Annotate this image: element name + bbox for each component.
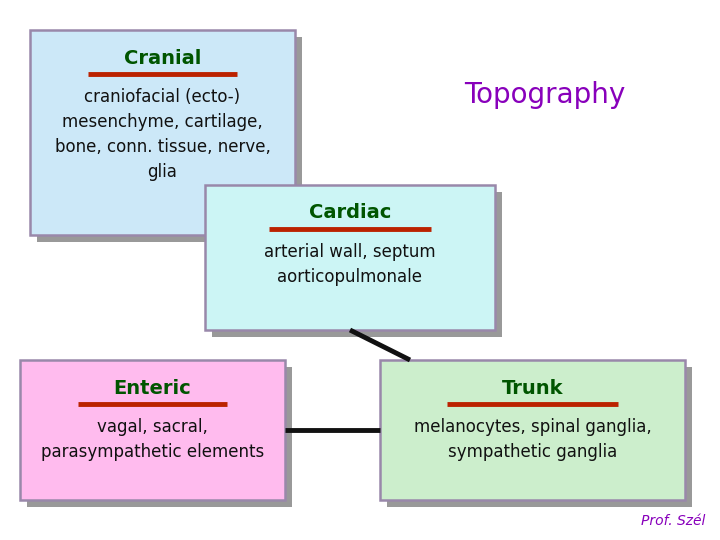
FancyBboxPatch shape [387,367,692,507]
Text: melanocytes, spinal ganglia,
sympathetic ganglia: melanocytes, spinal ganglia, sympathetic… [413,418,652,461]
Text: Cardiac: Cardiac [309,204,391,222]
Text: vagal, sacral,
parasympathetic elements: vagal, sacral, parasympathetic elements [41,418,264,461]
FancyBboxPatch shape [27,367,292,507]
FancyBboxPatch shape [30,30,295,235]
FancyBboxPatch shape [37,37,302,242]
Text: Cranial: Cranial [124,49,201,68]
Text: Topography: Topography [464,81,626,109]
Text: Enteric: Enteric [114,379,192,397]
FancyBboxPatch shape [212,192,502,337]
Text: arterial wall, septum
aorticopulmonale: arterial wall, septum aorticopulmonale [264,243,436,286]
FancyBboxPatch shape [380,360,685,500]
Text: Trunk: Trunk [502,379,563,397]
Text: craniofacial (ecto-)
mesenchyme, cartilage,
bone, conn. tissue, nerve,
glia: craniofacial (ecto-) mesenchyme, cartila… [55,88,271,181]
FancyBboxPatch shape [205,185,495,330]
Text: Prof. Szél: Prof. Szél [641,514,705,528]
FancyBboxPatch shape [20,360,285,500]
